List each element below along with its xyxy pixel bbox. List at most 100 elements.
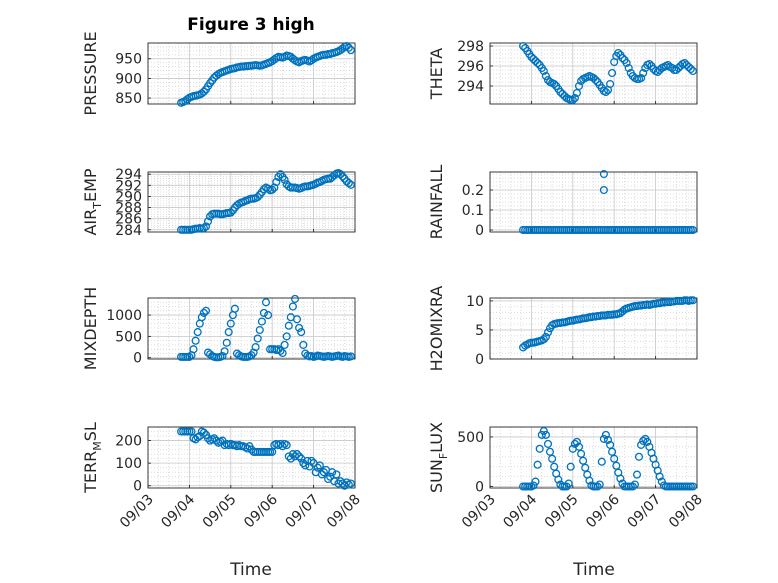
data-point bbox=[344, 179, 353, 188]
data-point bbox=[686, 64, 695, 74]
data-point bbox=[199, 224, 208, 233]
data-point bbox=[533, 460, 542, 469]
figure-title: Figure 3 high bbox=[187, 15, 315, 35]
y-axis-label: PRESSURE bbox=[81, 31, 100, 115]
y-tick-label: 0.2 bbox=[462, 183, 484, 199]
data-point bbox=[548, 454, 557, 463]
y-axis-label-subscript: F bbox=[437, 453, 450, 459]
data-point bbox=[189, 345, 198, 354]
data-point bbox=[568, 95, 577, 105]
data-point bbox=[618, 53, 627, 63]
data-point bbox=[295, 323, 304, 332]
data-point bbox=[639, 68, 648, 78]
y-tick-label: 296 bbox=[457, 59, 484, 75]
data-point bbox=[688, 482, 697, 491]
data-point bbox=[608, 68, 617, 78]
data-point bbox=[574, 81, 584, 91]
y-tick-label: 0 bbox=[133, 351, 142, 367]
data-point bbox=[203, 217, 213, 226]
panel-rainfall: 0 0.1 0.2 RAINFALL bbox=[427, 165, 698, 240]
y-tick-label: 900 bbox=[115, 71, 142, 87]
data-point bbox=[346, 46, 355, 55]
data-point bbox=[328, 468, 337, 477]
data-point bbox=[224, 328, 233, 337]
data-point bbox=[533, 58, 542, 68]
data-point bbox=[572, 437, 581, 446]
data-point bbox=[610, 454, 619, 463]
y-axis-label: RAINFALL bbox=[427, 165, 446, 240]
data-point bbox=[558, 89, 567, 99]
data-point bbox=[543, 439, 553, 448]
data-point bbox=[637, 440, 646, 449]
data-point bbox=[193, 328, 202, 337]
panel-pressure: 850 900 950 PRESSURE bbox=[81, 31, 356, 116]
y-tick-label: 294 bbox=[115, 167, 142, 183]
data-point bbox=[529, 54, 538, 64]
data-point bbox=[243, 444, 252, 453]
data-point bbox=[622, 58, 631, 68]
panel-mixdepth: 0 500 1000 MIXDEPTH bbox=[81, 287, 356, 370]
y-axis-label-subscript: M bbox=[91, 441, 104, 451]
data-point bbox=[249, 348, 258, 357]
data-point bbox=[280, 340, 289, 349]
data-point bbox=[201, 306, 211, 315]
data-point bbox=[591, 75, 600, 85]
y-axis-label-main: THETA bbox=[427, 48, 446, 100]
data-point bbox=[680, 58, 689, 68]
data-point bbox=[614, 48, 623, 58]
data-point bbox=[653, 67, 662, 77]
axes-box bbox=[147, 42, 356, 105]
y-axis-label-main: PRESSURE bbox=[81, 31, 100, 115]
y-tick-label: 298 bbox=[457, 39, 484, 55]
data-point bbox=[643, 437, 652, 446]
data-point bbox=[601, 87, 610, 97]
data-point bbox=[230, 304, 239, 313]
data-point bbox=[278, 348, 287, 358]
y-tick-label: 5 bbox=[475, 323, 484, 339]
data-point bbox=[206, 350, 215, 359]
data-point bbox=[556, 87, 565, 97]
data-point bbox=[272, 177, 281, 187]
data-point bbox=[299, 340, 308, 349]
data-point bbox=[628, 482, 637, 491]
data-point bbox=[264, 311, 273, 320]
y-axis-label: AIRTEMP bbox=[81, 168, 104, 235]
y-axis-label: TERRMSL bbox=[81, 422, 104, 494]
y-tick-label: 100 bbox=[115, 456, 142, 472]
data-point bbox=[545, 447, 555, 456]
y-tick-label: 0 bbox=[133, 479, 142, 495]
data-point bbox=[315, 461, 324, 470]
data-point bbox=[197, 313, 206, 322]
y-axis-label-main: H2OMIXRA bbox=[427, 286, 446, 372]
data-point bbox=[336, 170, 345, 179]
data-point bbox=[572, 88, 581, 98]
data-point bbox=[634, 452, 644, 461]
data-point bbox=[657, 477, 666, 486]
data-point bbox=[301, 461, 310, 470]
data-point bbox=[282, 332, 291, 341]
data-point bbox=[185, 352, 194, 361]
data-point bbox=[346, 479, 355, 488]
y-tick-label: 850 bbox=[115, 91, 142, 107]
y-tick-label: 284 bbox=[115, 223, 142, 239]
axes-box bbox=[489, 297, 698, 360]
data-point bbox=[276, 346, 285, 355]
data-point bbox=[299, 459, 308, 468]
data-point bbox=[684, 62, 693, 72]
y-tick-label: 950 bbox=[115, 52, 142, 68]
axes-box bbox=[147, 426, 356, 489]
data-point bbox=[257, 317, 266, 326]
data-point bbox=[554, 475, 563, 484]
data-point bbox=[220, 347, 229, 356]
y-axis-label-tail: EMP bbox=[81, 168, 100, 202]
y-tick-label: 288 bbox=[115, 201, 142, 217]
panel-theta: 294 296 298 THETA bbox=[427, 39, 698, 105]
data-point bbox=[608, 447, 617, 456]
data-point bbox=[191, 336, 200, 345]
data-point bbox=[201, 222, 211, 231]
data-point bbox=[251, 343, 260, 352]
data-point bbox=[566, 462, 575, 471]
y-axis-label-tail: SL bbox=[81, 422, 100, 441]
y-tick-label: 292 bbox=[115, 178, 142, 194]
data-point bbox=[342, 42, 351, 51]
